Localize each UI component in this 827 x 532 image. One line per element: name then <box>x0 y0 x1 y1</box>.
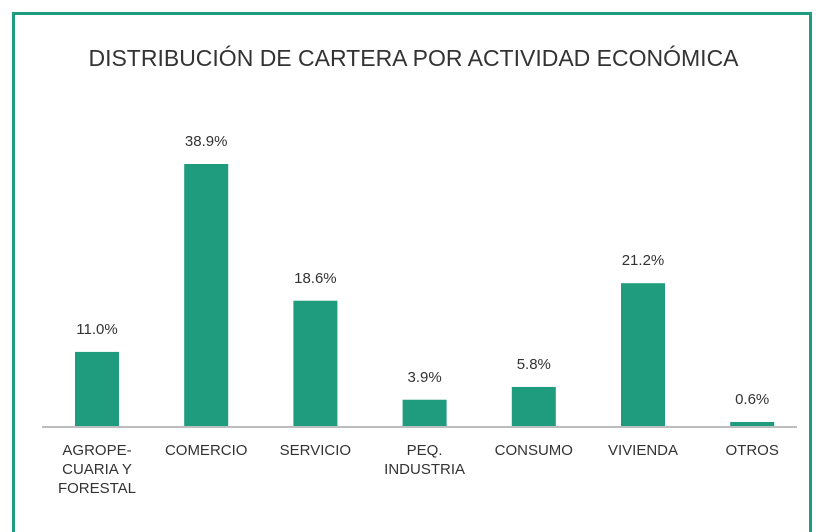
x-tick-label: VIVIENDA <box>607 442 679 459</box>
bar <box>75 351 119 426</box>
value-label: 11.0% <box>76 320 118 338</box>
x-tick-label: OTROS <box>725 442 779 459</box>
value-label: 5.8% <box>516 355 551 373</box>
chart <box>42 164 797 428</box>
x-tick-label: COMERCIO <box>164 442 248 459</box>
bar <box>511 386 556 426</box>
value-label: 21.2% <box>621 252 665 270</box>
value-label: 3.9% <box>407 368 442 386</box>
bar <box>293 300 338 426</box>
x-tick-label: CONSUMO <box>494 442 573 459</box>
value-label: 38.9% <box>184 133 228 150</box>
bar <box>621 283 665 426</box>
x-tick-label: PEQ. INDUSTRIA <box>384 442 466 478</box>
card <box>12 12 812 532</box>
page: DISTRIBUCIÓN DE CARTERA POR ACTIVIDAD EC… <box>12 12 812 532</box>
value-label: 18.6% <box>294 269 337 287</box>
chart-title: DISTRIBUCIÓN DE CARTERA POR ACTIVIDAD EC… <box>88 45 739 71</box>
x-tick-label: AGROPE- CUARIA Y FORESTAL <box>57 442 137 497</box>
bar <box>402 399 447 426</box>
bar <box>730 421 775 426</box>
value-label: 0.6% <box>735 390 770 408</box>
bar <box>184 164 229 426</box>
x-tick-label: SERVICIO <box>279 442 352 459</box>
